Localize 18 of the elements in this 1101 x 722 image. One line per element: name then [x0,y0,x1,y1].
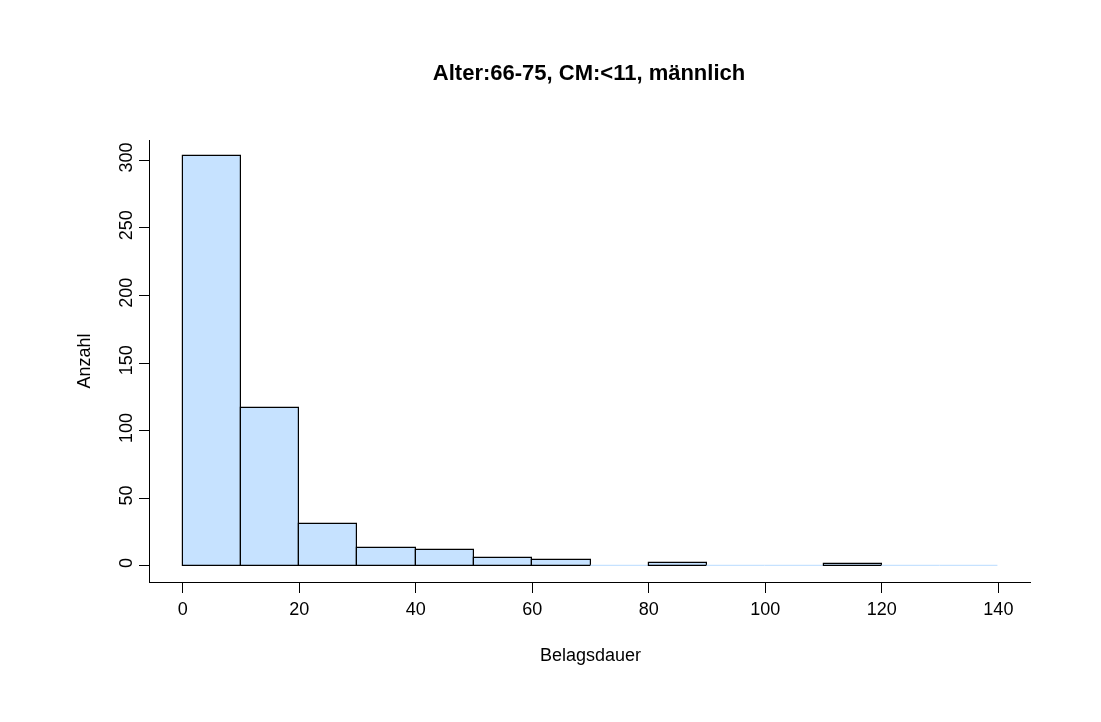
y-tick-label: 200 [115,277,136,308]
x-tick-label: 20 [289,598,310,619]
x-tick-label: 140 [983,598,1014,619]
y-tick-label: 50 [115,485,136,506]
x-axis-title: Belagsdauer [539,644,642,665]
x-tick-label: 100 [750,598,781,619]
y-tick-label: 0 [115,558,136,569]
y-tick-label: 150 [115,345,136,376]
y-axis-title: Anzahl [73,333,94,389]
y-tick-label: 100 [115,412,136,443]
x-tick-label: 120 [866,598,897,619]
x-tick-label: 80 [638,598,659,619]
chart-title: Alter:66-75, CM:<11, männlich [432,59,746,85]
y-tick-label: 250 [115,210,136,241]
y-tick-label: 300 [115,142,136,173]
x-tick-label: 60 [522,598,543,619]
x-tick-label: 0 [177,598,188,619]
x-tick-label: 40 [405,598,426,619]
